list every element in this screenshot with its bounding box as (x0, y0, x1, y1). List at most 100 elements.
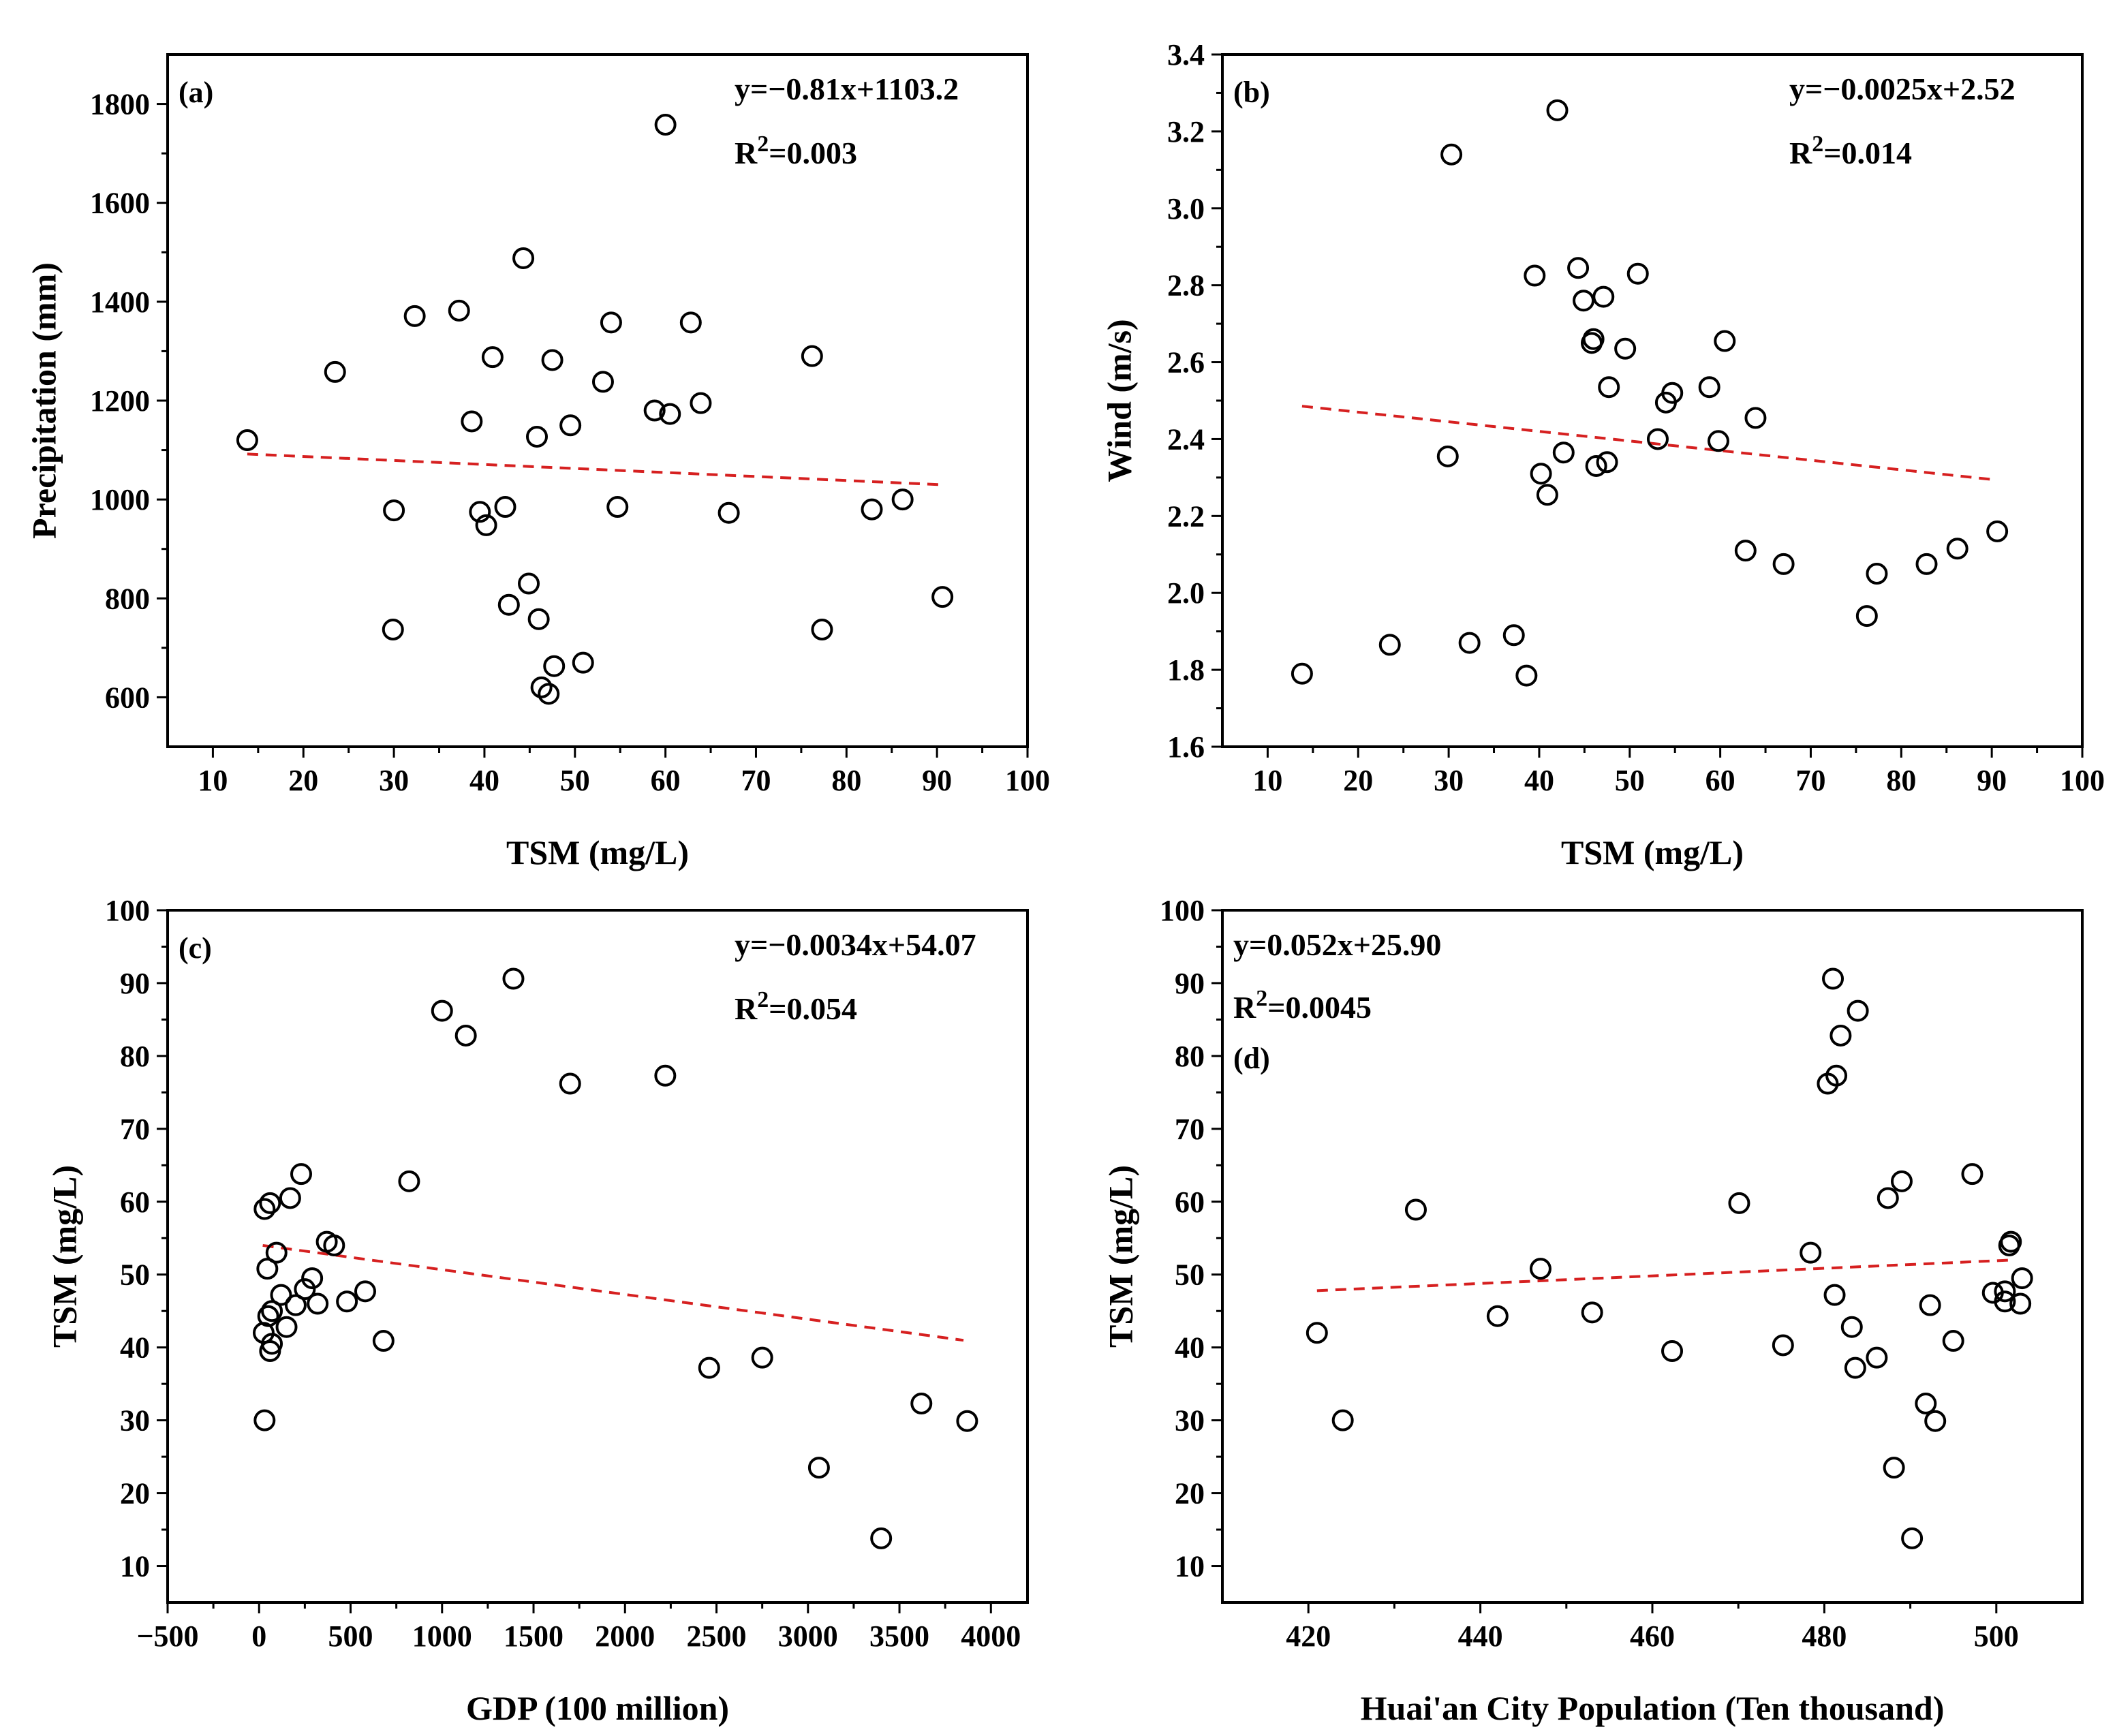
panel-c-y-tick-label: 80 (120, 1040, 150, 1073)
panel-c-data-point (253, 1198, 276, 1220)
panel-a-data-point (403, 305, 426, 327)
panel-b-equation: y=−0.0025x+2.52 (1789, 72, 2016, 106)
panel-b-data-point (1714, 330, 1736, 352)
panel-c-data-point (279, 1187, 301, 1209)
panel-c-data-point (372, 1330, 395, 1352)
panel-b-x-tick-label: 80 (1886, 764, 1916, 797)
panel-a-data-point (538, 683, 560, 705)
panel-b-data-point (1707, 430, 1729, 452)
panel-a-x-tick-label: 30 (379, 764, 409, 797)
panel-b-data-point (1614, 337, 1637, 360)
panel-d-data-point (1883, 1457, 1905, 1479)
panel-c-data-point (354, 1280, 376, 1303)
panel-c-x-tick-label: 2500 (687, 1619, 747, 1653)
panel-b-data-point (1440, 143, 1463, 166)
panel-c-data-point (910, 1393, 933, 1415)
panel-c-x-tick-label: 0 (251, 1619, 266, 1653)
panel-a-y-tick-label: 1600 (90, 187, 150, 220)
panel-c-y-tick-label: 90 (120, 967, 150, 1000)
panel-a-x-axis-title: TSM (mg/L) (506, 833, 689, 871)
panel-d-data-point (1840, 1316, 1863, 1338)
panel-d-data-point (1306, 1322, 1328, 1344)
panel-b-ticks (1211, 53, 2084, 758)
panel-b-points (1291, 99, 2009, 687)
panel-d-x-tick-label: 420 (1286, 1619, 1331, 1653)
panel-b-x-tick-label: 10 (1252, 764, 1282, 797)
panel-d-tick-labels: 420 440 460 480 500 10 20 30 40 50 60 70 80 90 100 (1160, 894, 2019, 1653)
panel-a-data-point (543, 655, 566, 677)
panel-a-data-point (382, 619, 404, 641)
panel-b-y-tick-label: 2.4 (1167, 422, 1205, 456)
panel-b-data-point (1698, 376, 1720, 399)
panel-b-x-tick-label: 70 (1795, 764, 1825, 797)
panel-a-x-tick-label: 90 (922, 764, 952, 797)
panel-d-y-tick-label: 50 (1175, 1258, 1205, 1292)
panel-a-data-point (931, 586, 954, 608)
panel-b-r-squared: R2=0.014 (1789, 131, 1912, 171)
panel-c-data-point (265, 1241, 288, 1264)
panel-b-tick-labels: 10 20 30 40 50 60 70 80 90 100 1.6 1.8 2.0 2.2 2.4 2.6 2… (1167, 38, 2105, 797)
panel-c-data-point (654, 1064, 677, 1087)
panel-c-x-tick-label: 1500 (504, 1619, 564, 1653)
panel-a-x-tick-label: 50 (560, 764, 590, 797)
panel-c-data-point (336, 1290, 358, 1313)
panel-b-y-tick-label: 1.8 (1167, 653, 1205, 687)
panel-c-data-point (284, 1294, 307, 1316)
panel-d-data-point (2000, 1230, 2022, 1253)
panel-d-data-point (1961, 1163, 1983, 1185)
panel-c-y-tick-label: 60 (120, 1185, 150, 1219)
panel-a-label: (a) (179, 76, 213, 109)
panel-c-y-tick-label: 30 (120, 1404, 150, 1438)
panel-c-data-point (270, 1284, 292, 1306)
panel-b-data-point (1734, 540, 1757, 562)
panel-c-data-point (275, 1316, 298, 1338)
panel-d-x-axis-title: Huai'an City Population (Ten thousand) (1361, 1689, 1945, 1727)
panel-c-r-squared: R2=0.054 (735, 987, 857, 1027)
panel-b-r2-value: =0.014 (1823, 136, 1912, 170)
panel-c-data-point (559, 1072, 581, 1095)
panel-d-data-point (1823, 1284, 1846, 1306)
panel-d-x-tick-label: 480 (1802, 1619, 1847, 1653)
panel-a-data-point (717, 501, 740, 524)
panel-c-y-tick-label: 70 (120, 1113, 150, 1146)
panel-a-data-point (654, 114, 677, 136)
panel-a-data-point (383, 499, 405, 522)
panel-c-tick-labels: −500 0 500 1000 1500 2000 2500 3000 3500 4000 10 20… (105, 894, 1021, 1653)
panel-c-x-tick-label: 3500 (869, 1619, 929, 1653)
panel-b-y-tick-label: 2.0 (1167, 576, 1205, 610)
panel-d-x-tick-label: 460 (1630, 1619, 1675, 1653)
panel-a-equation: y=−0.81x+1103.2 (735, 72, 959, 106)
panel-c-label: (c) (179, 931, 212, 965)
panel-a-data-point (497, 593, 520, 616)
panel-c-y-tick-label: 20 (120, 1477, 150, 1510)
panel-a-data-point (448, 299, 470, 322)
panel-b-data-point (1592, 285, 1615, 308)
panel-c-r2-prefix: R (735, 991, 758, 1026)
panel-d-data-point (1901, 1527, 1924, 1549)
panel-a-y-tick-label: 800 (105, 582, 150, 615)
panel-c-data-point (956, 1410, 978, 1432)
panel-c-x-axis-title: GDP (100 million) (466, 1689, 729, 1727)
panel-d-y-tick-label: 80 (1175, 1040, 1205, 1073)
panel-a-data-point (861, 498, 883, 521)
panel-c-y-tick-label: 50 (120, 1258, 150, 1292)
panel-a-data-point (811, 619, 833, 641)
panel-d-fit-line (1316, 1258, 2014, 1292)
panel-c-data-point (307, 1292, 329, 1315)
panel-a-data-point (659, 403, 681, 425)
panel-c-data-point (751, 1346, 773, 1369)
panel-c-y-axis-title: TSM (mg/L) (45, 1165, 83, 1348)
panel-b-data-point (1436, 445, 1459, 467)
panel-b-data-point (1772, 553, 1795, 575)
panel-c-equation: y=−0.0034x+54.07 (735, 927, 976, 962)
panel-b-data-point (1855, 605, 1878, 627)
panel-a-fit-line (247, 452, 943, 486)
panel-a-data-point (324, 360, 346, 383)
panel-a-data-point (679, 311, 702, 334)
panel-b-label: (b) (1233, 76, 1270, 109)
panel-a-r-squared: R2=0.003 (735, 131, 857, 171)
panel-b-data-point (1567, 257, 1590, 279)
panel-a-x-tick-label: 20 (288, 764, 318, 797)
panel-b-data-point (1596, 451, 1618, 474)
